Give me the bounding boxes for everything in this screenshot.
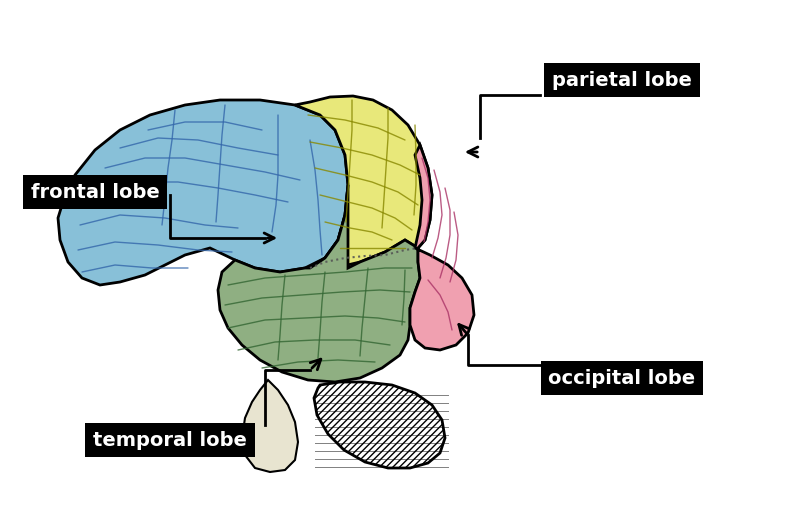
Text: occipital lobe: occipital lobe bbox=[549, 369, 695, 388]
Polygon shape bbox=[218, 185, 420, 382]
Polygon shape bbox=[242, 380, 298, 472]
Text: temporal lobe: temporal lobe bbox=[93, 430, 247, 450]
Polygon shape bbox=[410, 145, 474, 350]
Polygon shape bbox=[295, 96, 432, 268]
Polygon shape bbox=[58, 100, 348, 285]
Text: parietal lobe: parietal lobe bbox=[552, 70, 692, 89]
Text: frontal lobe: frontal lobe bbox=[30, 183, 159, 201]
Polygon shape bbox=[314, 382, 445, 468]
